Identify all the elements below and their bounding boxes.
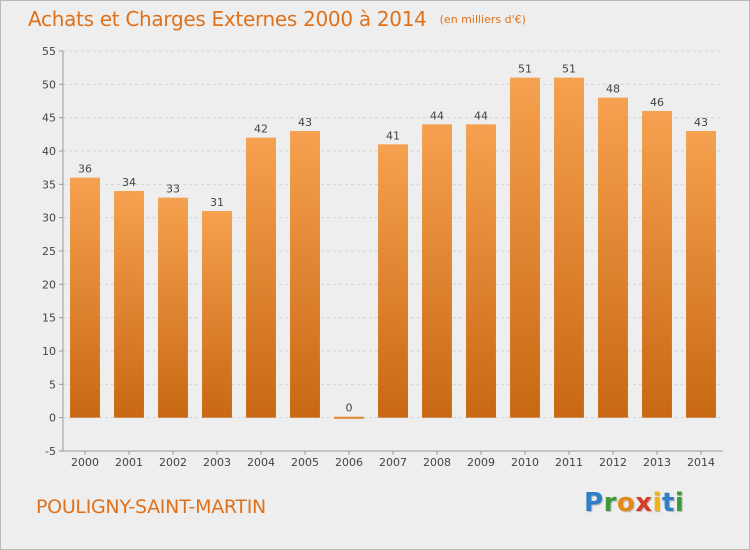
bar xyxy=(598,97,628,418)
x-tick-label: 2007 xyxy=(379,456,407,469)
chart-unit: (en milliers d'€) xyxy=(439,13,526,26)
y-tick-label: 50 xyxy=(42,78,56,91)
bar xyxy=(114,191,144,418)
logo-letter: o xyxy=(616,488,636,518)
data-label: 34 xyxy=(122,176,136,189)
y-tick-label: 20 xyxy=(42,278,56,291)
bar xyxy=(158,197,188,418)
data-label: 36 xyxy=(78,163,92,176)
logo-letter: r xyxy=(603,488,617,518)
bar xyxy=(422,124,452,418)
logo-letter: x xyxy=(635,488,653,518)
data-label: 51 xyxy=(562,63,576,76)
x-tick-label: 2003 xyxy=(203,456,231,469)
bar xyxy=(70,177,100,418)
data-label: 42 xyxy=(254,123,268,136)
y-tick-label: 35 xyxy=(42,178,56,191)
bar xyxy=(290,131,320,418)
data-label: 33 xyxy=(166,183,180,196)
x-tick-label: 2008 xyxy=(423,456,451,469)
bar xyxy=(466,124,496,418)
labels: -505101520253035404550553620003420013320… xyxy=(42,45,715,469)
commune-name: POULIGNY-SAINT-MARTIN xyxy=(36,496,266,518)
bar xyxy=(246,137,276,418)
logo-letter: P xyxy=(584,488,604,518)
bar xyxy=(642,111,672,418)
y-tick-label: -5 xyxy=(45,445,56,458)
x-tick-label: 2014 xyxy=(687,456,715,469)
logo-letter: i xyxy=(674,488,685,518)
y-tick-label: 0 xyxy=(49,412,56,425)
data-label: 31 xyxy=(210,196,224,209)
y-tick-label: 15 xyxy=(42,312,56,325)
bar xyxy=(378,144,408,418)
logo-letter: i xyxy=(652,488,662,518)
axes xyxy=(59,50,723,455)
x-tick-label: 2002 xyxy=(159,456,187,469)
x-tick-label: 2013 xyxy=(643,456,671,469)
x-tick-label: 2000 xyxy=(71,456,99,469)
data-label: 44 xyxy=(474,109,488,122)
x-tick-label: 2004 xyxy=(247,456,275,469)
x-tick-label: 2001 xyxy=(115,456,143,469)
x-tick-label: 2005 xyxy=(291,456,319,469)
x-tick-label: 2009 xyxy=(467,456,495,469)
y-tick-label: 45 xyxy=(42,112,56,125)
data-label: 41 xyxy=(386,129,400,142)
data-label: 44 xyxy=(430,109,444,122)
data-label: 43 xyxy=(298,116,312,129)
data-label: 46 xyxy=(650,96,664,109)
x-tick-label: 2012 xyxy=(599,456,627,469)
bar xyxy=(554,77,584,418)
chart-title-block: Achats et Charges Externes 2000 à 2014 (… xyxy=(28,7,526,31)
bar xyxy=(686,131,716,418)
bar xyxy=(334,416,364,419)
y-tick-label: 5 xyxy=(49,378,56,391)
chart-title: Achats et Charges Externes 2000 à 2014 xyxy=(28,7,427,31)
data-label: 51 xyxy=(518,63,532,76)
logo-letter: t xyxy=(661,488,675,518)
data-label: 48 xyxy=(606,83,620,96)
y-tick-label: 25 xyxy=(42,245,56,258)
x-tick-label: 2006 xyxy=(335,456,363,469)
bars xyxy=(70,77,716,419)
y-tick-label: 10 xyxy=(42,345,56,358)
proxiti-logo[interactable]: Proxiti xyxy=(584,488,684,518)
x-tick-label: 2011 xyxy=(555,456,583,469)
data-label: 43 xyxy=(694,116,708,129)
y-tick-label: 40 xyxy=(42,145,56,158)
x-tick-label: 2010 xyxy=(511,456,539,469)
bar xyxy=(202,211,232,418)
y-tick-label: 30 xyxy=(42,212,56,225)
y-tick-label: 55 xyxy=(42,45,56,58)
bar xyxy=(510,77,540,418)
data-label: 0 xyxy=(346,402,353,415)
